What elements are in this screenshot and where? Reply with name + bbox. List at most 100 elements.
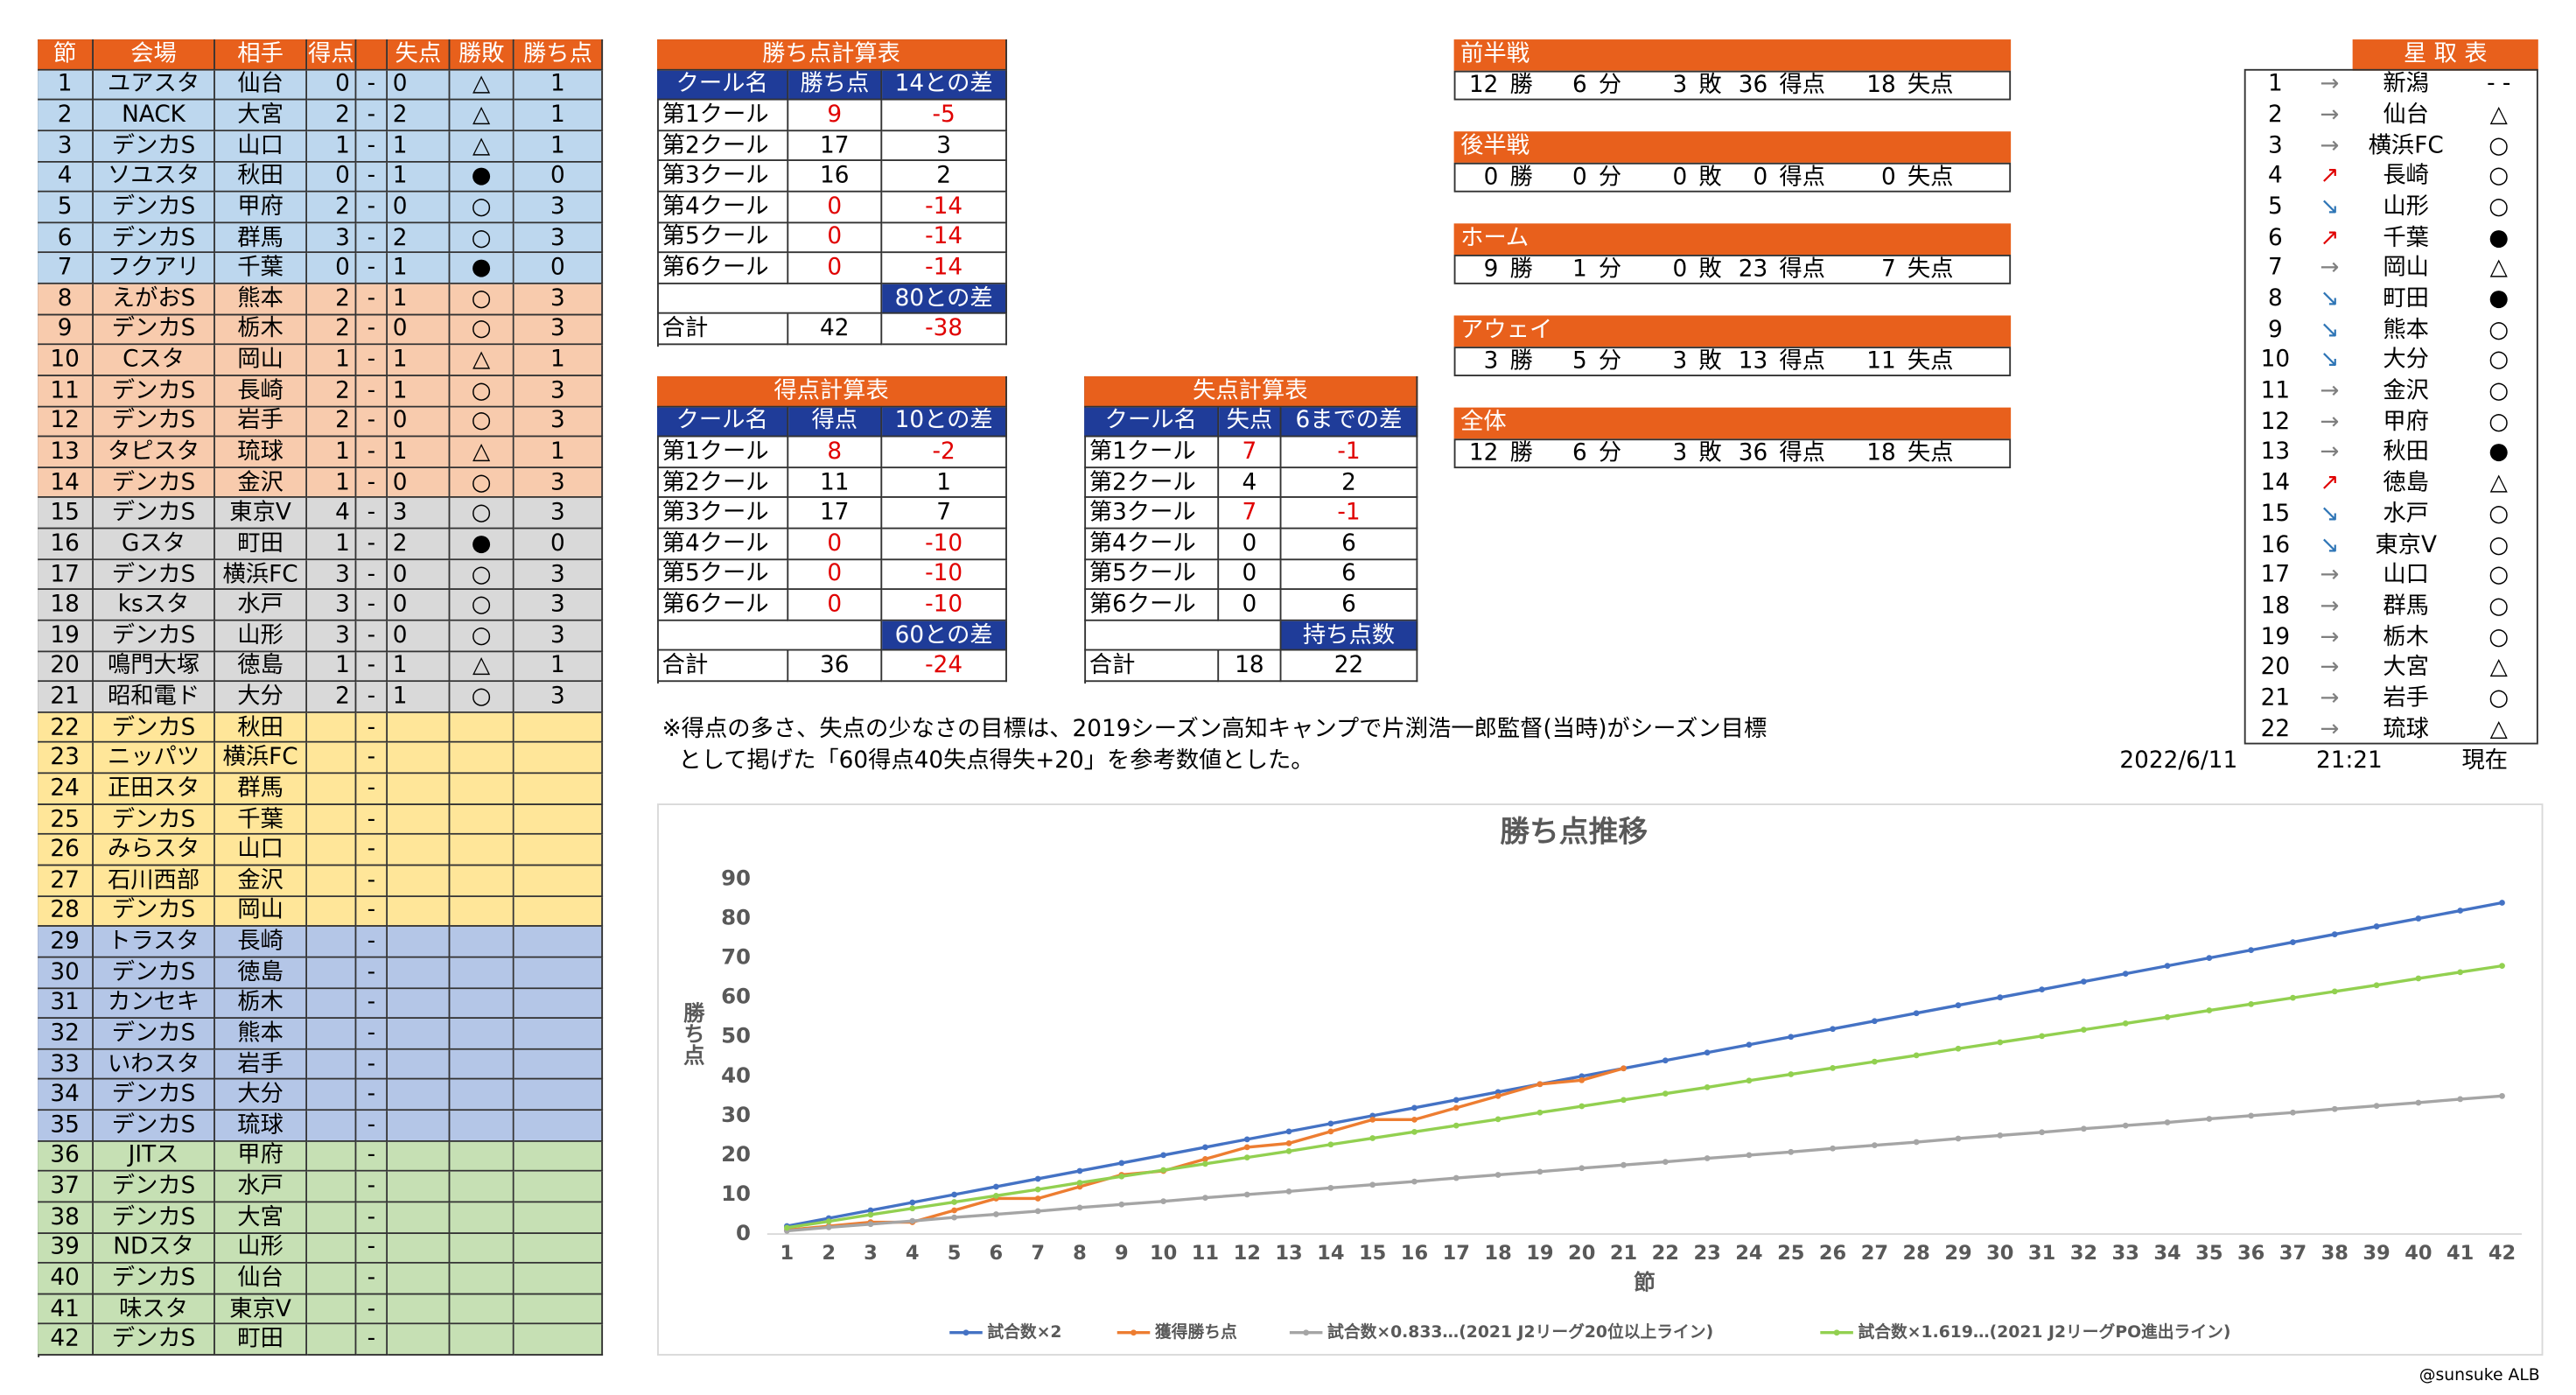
cell: 石川西部 xyxy=(94,866,215,897)
legend-label: 試合数×1.619…(2021 J2リーグPO進出ライン) xyxy=(1858,1321,2231,1342)
summary-unit: 失点 xyxy=(1907,72,1954,99)
cell: Cスタ xyxy=(94,345,215,376)
cell: デンカS xyxy=(94,1325,215,1356)
cell: - xyxy=(356,161,388,193)
cell: △ xyxy=(2489,255,2508,282)
y-tick-label: 70 xyxy=(721,944,751,970)
header-cell: 6までの差 xyxy=(1281,406,1418,438)
data-point xyxy=(993,1211,999,1217)
cell xyxy=(307,1264,357,1295)
data-point xyxy=(2331,931,2338,937)
cell: - xyxy=(356,927,388,958)
data-point xyxy=(1494,1116,1502,1123)
x-tick-label: 14 xyxy=(1317,1242,1344,1265)
legend-marker xyxy=(1130,1329,1137,1336)
cell: ○ xyxy=(450,406,514,438)
data-point xyxy=(1076,1180,1083,1186)
cell: 甲府 xyxy=(214,192,308,223)
cell: いわスタ xyxy=(94,1049,215,1081)
summary-unit: 敗 xyxy=(1698,164,1722,191)
cell: 第4クール xyxy=(657,192,789,223)
cell: 3 xyxy=(307,620,357,652)
x-tick-label: 22 xyxy=(1652,1242,1679,1265)
data-point xyxy=(1662,1057,1669,1064)
x-tick-label: 9 xyxy=(1115,1242,1129,1265)
data-point xyxy=(951,1214,957,1221)
data-point xyxy=(1578,1165,1586,1172)
cell: 熊本 xyxy=(214,1019,308,1050)
summary-value: 0 xyxy=(1572,164,1587,191)
cell: 町田 xyxy=(214,1325,308,1356)
cell: 11 xyxy=(2260,378,2291,405)
legend-label: 試合数×2 xyxy=(987,1321,1061,1342)
cell: -5 xyxy=(882,100,1007,131)
header-cell: クール名 xyxy=(1084,406,1220,438)
cell xyxy=(450,835,514,866)
data-point xyxy=(1076,1167,1083,1174)
cell: ○ xyxy=(2488,623,2510,650)
cell: 3 xyxy=(514,406,604,438)
cell: -10 xyxy=(882,529,1007,560)
data-point xyxy=(1788,1148,1795,1155)
data-point xyxy=(951,1207,957,1214)
cell: ○ xyxy=(450,192,514,223)
cell: - xyxy=(356,192,388,223)
summary-value: 18 xyxy=(1866,439,1896,467)
cell: ○ xyxy=(450,314,514,346)
cell: △ xyxy=(2489,715,2508,742)
summary-unit: 分 xyxy=(1598,256,1622,283)
cell: デンカS xyxy=(94,559,215,591)
cell: 40 xyxy=(38,1264,94,1295)
cell: 2 xyxy=(388,529,451,560)
cell: - xyxy=(356,988,388,1020)
cell xyxy=(514,866,604,897)
summary-value: 3 xyxy=(1672,72,1688,99)
data-point xyxy=(1118,1173,1125,1180)
cell: 3 xyxy=(307,222,357,254)
header-cell: 得点 xyxy=(307,39,357,71)
cell: 1 xyxy=(2268,71,2283,98)
cell xyxy=(388,1264,451,1295)
summary-row xyxy=(1453,346,2012,377)
cell: 13 xyxy=(38,437,94,468)
cell: - xyxy=(356,130,388,162)
data-point xyxy=(2457,908,2464,914)
cell: ○ xyxy=(2488,132,2510,159)
cell: 新潟 xyxy=(2383,71,2429,98)
data-point xyxy=(1536,1168,1544,1175)
x-tick-label: 36 xyxy=(2237,1242,2264,1265)
cell: 18 xyxy=(2260,592,2291,620)
cell: → xyxy=(2320,71,2340,98)
cell: 9 xyxy=(788,100,883,131)
data-point xyxy=(2039,1033,2045,1040)
cell xyxy=(514,804,604,836)
cell: ● xyxy=(2488,285,2510,312)
cell: - xyxy=(356,620,388,652)
timestamp-suffix: 現在 xyxy=(2461,747,2509,774)
data-point xyxy=(1788,1034,1795,1041)
cell: - xyxy=(356,467,388,499)
data-point xyxy=(1369,1116,1376,1123)
data-point xyxy=(1160,1198,1167,1205)
cell xyxy=(514,1202,604,1234)
cell: ○ xyxy=(450,498,514,529)
cell: 20 xyxy=(38,651,94,683)
cell: 1 xyxy=(514,130,604,162)
x-tick-label: 32 xyxy=(2070,1242,2097,1265)
x-tick-label: 2 xyxy=(822,1242,836,1265)
cell: 1 xyxy=(388,651,451,683)
y-tick-label: 0 xyxy=(736,1220,751,1245)
cell xyxy=(450,1325,514,1356)
cell: ↘ xyxy=(2320,285,2340,312)
cell: 2 xyxy=(1281,467,1418,499)
x-tick-label: 40 xyxy=(2404,1242,2432,1265)
cell xyxy=(514,1141,604,1173)
summary-unit: 失点 xyxy=(1907,439,1954,467)
cell: ↘ xyxy=(2320,316,2340,343)
header-cell: 持ち点数 xyxy=(1281,620,1418,652)
data-point xyxy=(867,1211,874,1218)
cell: ○ xyxy=(450,559,514,591)
data-point xyxy=(1160,1167,1167,1174)
summary-unit: 得点 xyxy=(1779,72,1825,99)
